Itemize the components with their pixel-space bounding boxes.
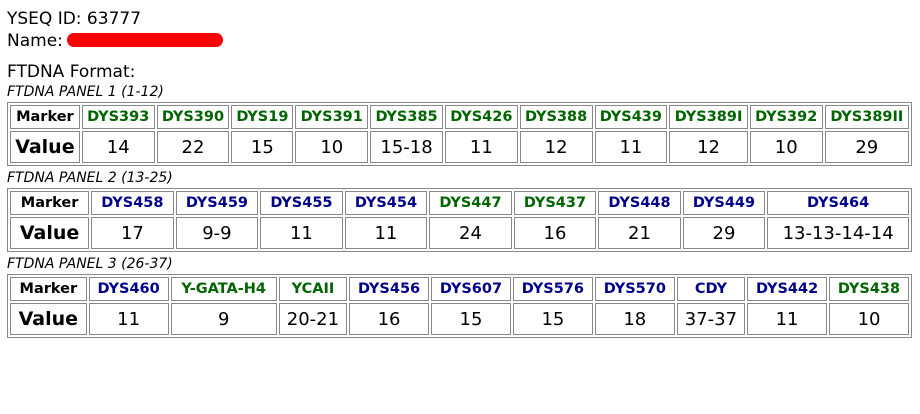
marker-name: DYS570: [594, 277, 675, 301]
marker-name: DYS392: [749, 105, 823, 129]
marker-name: DYS454: [344, 191, 428, 215]
row-label: Marker: [10, 191, 90, 215]
value-row: Value 14 22 15 10 15-18 11 12 11 12 10 29: [10, 131, 909, 163]
row-label: Value: [10, 131, 80, 163]
marker-value: 15: [431, 303, 511, 335]
marker-value: 11: [260, 217, 343, 249]
marker-value: 22: [156, 131, 230, 163]
marker-name: DYS389II: [824, 105, 909, 129]
marker-name: DYS449: [682, 191, 766, 215]
row-label: Value: [10, 303, 87, 335]
marker-name: DYS448: [598, 191, 681, 215]
marker-name: DYS456: [349, 277, 430, 301]
marker-value: 18: [594, 303, 675, 335]
row-label: Marker: [10, 105, 80, 129]
marker-name: DYS442: [747, 277, 828, 301]
marker-name: DYS390: [156, 105, 230, 129]
marker-value: 17: [91, 217, 174, 249]
marker-name: DYS607: [431, 277, 511, 301]
marker-name: Y-GATA-H4: [170, 277, 277, 301]
marker-value: 20-21: [278, 303, 348, 335]
marker-value: 9-9: [175, 217, 259, 249]
marker-value: 10: [829, 303, 909, 335]
name-label: Name:: [7, 31, 63, 51]
marker-name: CDY: [676, 277, 746, 301]
marker-table: Marker DYS460 Y-GATA-H4 YCAII DYS456 DYS607 DY…: [7, 274, 912, 338]
marker-name: DYS458: [91, 191, 174, 215]
row-label: Value: [10, 217, 90, 249]
marker-name: DYS447: [429, 191, 512, 215]
marker-name: DYS19: [231, 105, 294, 129]
marker-table: Marker DYS393 DYS390 DYS19 DYS391 DYS385 DYS42…: [7, 102, 912, 166]
marker-value: 15: [512, 303, 593, 335]
marker-value: 16: [513, 217, 597, 249]
marker-name: DYS455: [260, 191, 343, 215]
content: YSEQ ID: 63777 Name: FTDNA Format: FTDNA…: [7, 9, 920, 338]
marker-name: DYS464: [767, 191, 909, 215]
row-label: Marker: [10, 277, 87, 301]
marker-name: DYS437: [513, 191, 597, 215]
panel-title: FTDNA PANEL 3 (26-37): [7, 256, 173, 272]
marker-value: 16: [349, 303, 430, 335]
marker-name: DYS391: [295, 105, 369, 129]
panels: FTDNA PANEL 1 (1-12) Marker DYS393 DYS390 DY…: [7, 83, 920, 338]
marker-name: DYS576: [512, 277, 593, 301]
marker-value: 12: [519, 131, 593, 163]
marker-value: 11: [444, 131, 518, 163]
marker-row: Marker DYS458 DYS459 DYS455 DYS454 DYS447 DYS4…: [10, 191, 909, 215]
redaction: [66, 33, 223, 47]
marker-value: 11: [88, 303, 169, 335]
marker-value: 15: [231, 131, 294, 163]
marker-value: 11: [594, 131, 668, 163]
marker-value: 13-13-14-14: [767, 217, 909, 249]
marker-name: YCAII: [278, 277, 348, 301]
marker-row: Marker DYS393 DYS390 DYS19 DYS391 DYS385 DYS42…: [10, 105, 909, 129]
value-row: Value 17 9-9 11 11 24 16 21 29 13-13-14-14: [10, 217, 909, 249]
marker-value: 14: [81, 131, 155, 163]
marker-name: DYS460: [88, 277, 169, 301]
marker-name: DYS438: [829, 277, 909, 301]
marker-value: 37-37: [676, 303, 746, 335]
format-label: FTDNA Format:: [7, 62, 136, 82]
panel-title: FTDNA PANEL 2 (13-25): [7, 170, 173, 186]
marker-name: DYS389I: [669, 105, 748, 129]
marker-value: 9: [170, 303, 277, 335]
value-row: Value 11 9 20-21 16 15 15 18 37-37 11 10: [10, 303, 909, 335]
panel-title: FTDNA PANEL 1 (1-12): [7, 84, 164, 100]
marker-value: 10: [295, 131, 369, 163]
marker-name: DYS393: [81, 105, 155, 129]
yseq-id: YSEQ ID: 63777: [7, 9, 142, 29]
marker-row: Marker DYS460 Y-GATA-H4 YCAII DYS456 DYS607 DY…: [10, 277, 909, 301]
marker-value: 29: [824, 131, 909, 163]
marker-value: 21: [598, 217, 681, 249]
name-row: Name:: [7, 30, 920, 52]
marker-value: 24: [429, 217, 512, 249]
marker-name: DYS426: [444, 105, 518, 129]
marker-value: 15-18: [370, 131, 443, 163]
marker-value: 11: [344, 217, 428, 249]
marker-table: Marker DYS458 DYS459 DYS455 DYS454 DYS447 DYS4…: [7, 188, 912, 252]
marker-name: DYS439: [594, 105, 668, 129]
marker-name: DYS385: [370, 105, 443, 129]
marker-value: 11: [747, 303, 828, 335]
marker-value: 29: [682, 217, 766, 249]
marker-name: DYS459: [175, 191, 259, 215]
marker-name: DYS388: [519, 105, 593, 129]
marker-value: 12: [669, 131, 748, 163]
marker-value: 10: [749, 131, 823, 163]
